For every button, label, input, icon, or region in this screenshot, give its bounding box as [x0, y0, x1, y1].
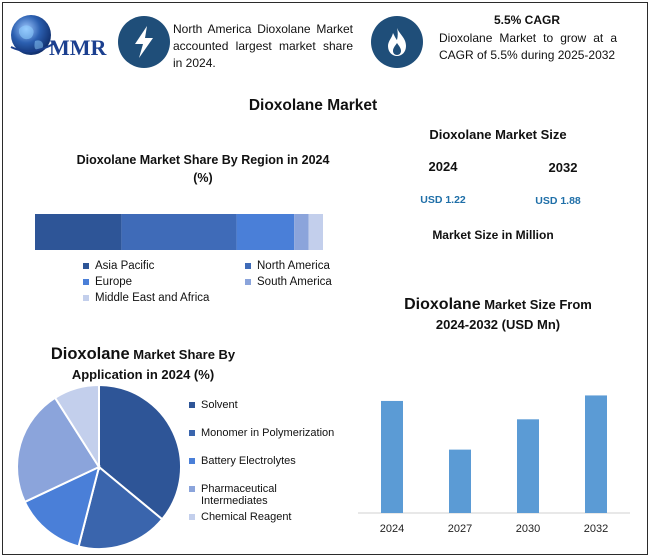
- region-chart-title: Dioxolane Market Share By Region in 2024…: [23, 151, 383, 187]
- legend-north-america: North America: [245, 260, 330, 272]
- market-size-chart-title: Dioxolane Market Size From 2024-2032 (US…: [373, 295, 623, 335]
- legend-monomer: Monomer in Polymerization: [189, 427, 334, 439]
- legend-swatch: [189, 486, 195, 492]
- legend-swatch: [189, 458, 195, 464]
- legend-pharmaceutical: Pharmaceutical Intermediates: [189, 483, 277, 507]
- market-size-title: Dioxolane Market Size: [429, 127, 567, 142]
- flame-icon: [388, 28, 406, 56]
- region-segment-middle-east-and-africa: [308, 214, 323, 250]
- application-chart-title-rest: Market Share By: [129, 347, 236, 362]
- x-tick-label: 2032: [584, 523, 608, 535]
- bar-2032: [585, 395, 607, 513]
- card2-title: 5.5% CAGR: [493, 13, 561, 27]
- market-size-value-2032: USD 1.88: [535, 195, 581, 207]
- legend-label: Monomer in Polymerization: [201, 427, 335, 439]
- region-segment-europe: [236, 214, 295, 250]
- x-tick-label: 2030: [516, 523, 540, 535]
- legend-swatch: [245, 279, 251, 285]
- legend-label: Pharmaceutical Intermediates: [201, 483, 277, 507]
- x-tick-label: 2024: [380, 523, 404, 535]
- legend-south-america: South America: [245, 276, 332, 288]
- pie-slice-chemical-reagent: [53, 383, 100, 471]
- legend-europe: Europe: [83, 276, 132, 288]
- card2-text: Dioxolane Market to grow at a CAGR of 5.…: [439, 31, 617, 62]
- legend-chemical-reagent: Chemical Reagent: [189, 511, 292, 523]
- bar-2027: [449, 449, 471, 513]
- pie-slice-solvent: [98, 383, 182, 521]
- legend-swatch: [83, 295, 89, 301]
- legend-swatch: [83, 279, 89, 285]
- legend-middle-east-africa: Middle East and Africa: [83, 292, 209, 304]
- card1-icon-circle: [118, 16, 170, 68]
- legend-label: Asia Pacific: [95, 260, 155, 272]
- bar-2030: [517, 419, 539, 513]
- logo-text: MMR: [49, 35, 107, 60]
- legend-swatch: [189, 402, 195, 408]
- region-segment-north-america: [121, 214, 237, 250]
- x-tick-label: 2027: [448, 523, 472, 535]
- market-size-year-2024: 2024: [428, 159, 458, 174]
- legend-swatch: [83, 263, 89, 269]
- logo: MMR: [9, 11, 107, 63]
- legend-label: Chemical Reagent: [201, 511, 292, 523]
- market-size-value-2024: USD 1.22: [420, 194, 466, 206]
- application-pie-chart: [16, 383, 182, 550]
- legend-asia-pacific: Asia Pacific: [83, 260, 154, 272]
- pie-slice-pharmaceutical-intermediates: [16, 396, 101, 504]
- market-size-chart-title-rest: Market Size From: [480, 297, 592, 312]
- market-size-bar-chart: 2024 2027 2030 2032: [358, 395, 630, 535]
- globe-icon: [10, 15, 56, 55]
- legend-solvent: Solvent: [189, 399, 238, 411]
- legend-label: Europe: [95, 276, 133, 288]
- application-chart-title-line2: Application in 2024 (%): [71, 367, 215, 382]
- card1-text: North America Dioxolane Market accounted…: [173, 22, 353, 70]
- market-size-chart-title-line2: 2024-2032 (USD Mn): [435, 317, 561, 332]
- region-chart-title-line2: (%): [193, 171, 213, 185]
- bar-2024: [381, 400, 403, 513]
- legend-swatch: [245, 263, 251, 269]
- card2-icon-circle: [371, 16, 423, 68]
- market-size-note: Market Size in Million: [432, 228, 554, 242]
- legend-label: South America: [257, 276, 332, 288]
- region-segment-south-america: [294, 214, 309, 250]
- pie-slice-monomer-in-polymerization: [77, 465, 164, 550]
- application-chart-title-big: Dioxolane: [50, 345, 130, 363]
- legend-battery: Battery Electrolytes: [189, 455, 296, 467]
- legend-label: Middle East and Africa: [95, 292, 210, 304]
- region-segment-asia-pacific: [35, 214, 122, 250]
- market-size-chart-title-big: Dioxolane: [404, 296, 481, 313]
- legend-label: Solvent: [201, 399, 238, 411]
- region-stacked-bar: [35, 214, 323, 250]
- market-size-year-2032: 2032: [548, 160, 578, 175]
- legend-label: North America: [257, 260, 330, 272]
- legend-swatch: [189, 430, 195, 436]
- region-chart-title-line1: Dioxolane Market Share By Region in 2024: [76, 153, 330, 167]
- page-title: Dioxolane Market: [248, 97, 378, 114]
- lightning-bolt-icon: [135, 26, 153, 58]
- application-chart-title: Dioxolane Market Share By Application in…: [23, 344, 263, 385]
- legend-swatch: [189, 514, 195, 520]
- legend-label: Battery Electrolytes: [201, 455, 296, 467]
- pie-slice-battery-electrolytes: [23, 465, 101, 548]
